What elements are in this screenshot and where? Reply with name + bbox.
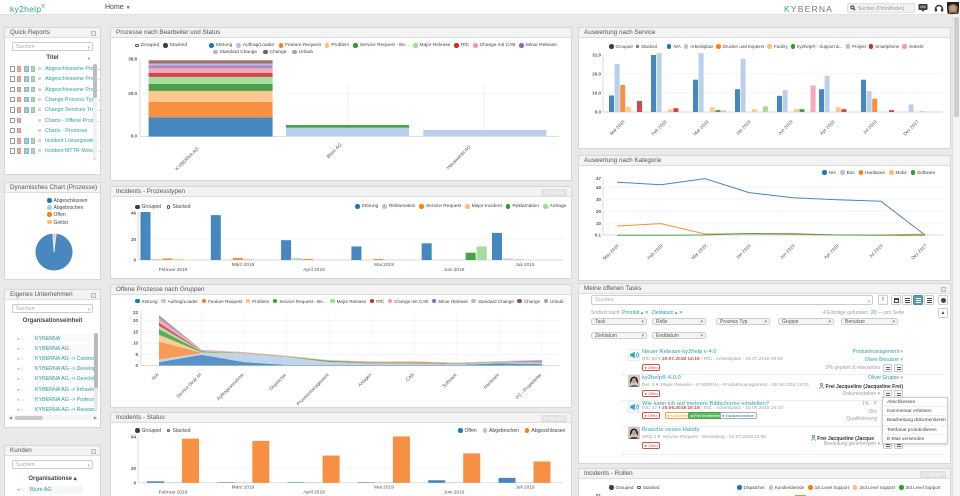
svg-text:Service Desk IH: Service Desk IH <box>175 372 202 399</box>
svg-text:Feb 2019: Feb 2019 <box>646 243 664 261</box>
svg-text:März 2019: März 2019 <box>232 485 255 491</box>
svg-text:Anlagen: Anlagen <box>357 372 373 388</box>
svg-text:Jan 2019: Jan 2019 <box>735 243 752 260</box>
svg-text:40: 40 <box>596 185 602 190</box>
svg-text:CAB: CAB <box>405 372 415 382</box>
svg-text:20: 20 <box>131 466 137 471</box>
svg-text:20: 20 <box>596 209 602 214</box>
svg-text:0.0: 0.0 <box>131 134 138 139</box>
svg-text:10.0: 10.0 <box>592 91 601 96</box>
svg-text:April 2019: April 2019 <box>303 490 325 496</box>
svg-text:10: 10 <box>133 341 139 346</box>
svg-text:Februar 2019: Februar 2019 <box>159 490 188 496</box>
svg-text:Juni 2019: Juni 2019 <box>444 490 465 496</box>
svg-text:31.0: 31.0 <box>592 53 601 58</box>
svg-text:Dez 2017: Dez 2017 <box>910 243 928 261</box>
svg-text:März 2019: März 2019 <box>232 262 255 268</box>
svg-text:Auftragsannahme: Auftragsannahme <box>216 372 245 401</box>
svg-text:0: 0 <box>135 363 138 368</box>
svg-text:Juli 2019: Juli 2019 <box>515 262 535 268</box>
svg-text:20: 20 <box>133 318 139 323</box>
svg-text:Jul 2019: Jul 2019 <box>868 243 884 259</box>
svg-text:Software: Software <box>441 372 458 389</box>
svg-text:Apr 2019: Apr 2019 <box>819 119 836 136</box>
svg-text:Blum AG: Blum AG <box>326 142 344 160</box>
svg-text:Jun 2019: Jun 2019 <box>779 243 796 260</box>
svg-text:PS - Projektleiter: PS - Projektleiter <box>515 372 543 400</box>
svg-text:Hardware: Hardware <box>482 372 500 390</box>
svg-text:KYBERNA AG: KYBERNA AG <box>174 146 200 172</box>
svg-text:Mai 2019: Mai 2019 <box>374 262 394 268</box>
svg-text:Jul 2019: Jul 2019 <box>862 119 878 135</box>
svg-text:46: 46 <box>131 211 137 216</box>
svg-text:Mai 2019: Mai 2019 <box>374 485 394 491</box>
svg-text:64: 64 <box>131 435 137 440</box>
svg-text:0.0: 0.0 <box>595 110 602 115</box>
svg-text:Feb 2019: Feb 2019 <box>650 119 668 137</box>
svg-text:Dez 2017: Dez 2017 <box>902 119 920 137</box>
svg-text:0: 0 <box>133 258 136 263</box>
svg-text:Juli 2019: Juli 2019 <box>515 485 535 491</box>
svg-text:N/A: N/A <box>151 372 161 382</box>
svg-text:Hauswartei AG: Hauswartei AG <box>446 144 473 171</box>
svg-text:15: 15 <box>133 329 139 334</box>
svg-text:5: 5 <box>135 352 138 357</box>
svg-text:Mar 2019: Mar 2019 <box>692 119 710 137</box>
svg-text:22: 22 <box>133 310 139 315</box>
svg-text:Jun 2019: Jun 2019 <box>777 119 794 136</box>
svg-text:Mar 2019: Mar 2019 <box>690 243 708 261</box>
svg-text:20.0: 20.0 <box>592 72 601 77</box>
svg-text:0: 0 <box>133 480 136 485</box>
svg-text:May 2018: May 2018 <box>602 243 620 261</box>
svg-text:0.1: 0.1 <box>595 233 602 238</box>
svg-text:Mai 2018: Mai 2018 <box>609 119 626 136</box>
svg-text:Prozessmanagement: Prozessmanagement <box>296 372 331 407</box>
svg-text:April 2019: April 2019 <box>303 267 325 273</box>
svg-text:Apr 2019: Apr 2019 <box>823 243 840 260</box>
svg-text:Dispatcher: Dispatcher <box>268 372 287 391</box>
svg-text:Jan 2019: Jan 2019 <box>735 119 752 136</box>
svg-text:30: 30 <box>596 197 602 202</box>
svg-text:47: 47 <box>596 176 602 181</box>
svg-text:20: 20 <box>131 237 137 242</box>
svg-text:Juni 2019: Juni 2019 <box>444 267 465 273</box>
svg-text:10: 10 <box>596 221 602 226</box>
svg-text:20.0: 20.0 <box>128 91 137 96</box>
svg-text:38.8: 38.8 <box>128 57 137 62</box>
svg-text:Februar 2019: Februar 2019 <box>159 267 188 273</box>
